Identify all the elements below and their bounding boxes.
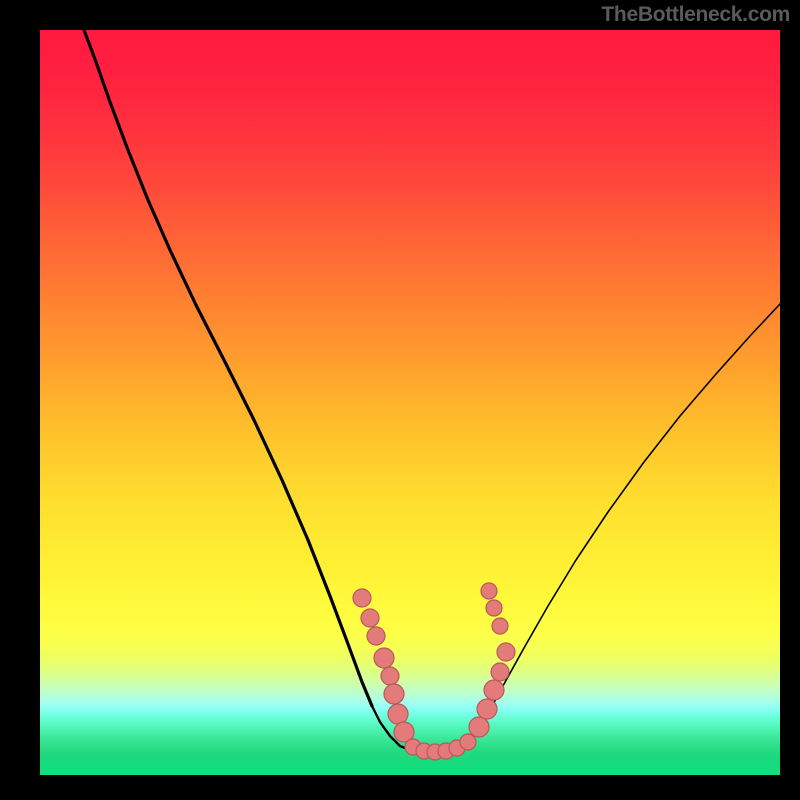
chart-svg xyxy=(0,0,800,800)
bead-right xyxy=(486,600,502,616)
bead-left xyxy=(353,589,371,607)
bead-right xyxy=(492,618,508,634)
bead-left xyxy=(388,704,408,724)
bead-right xyxy=(477,699,497,719)
chart-root: TheBottleneck.com xyxy=(0,0,800,800)
bead-bottom xyxy=(460,734,476,750)
bead-left xyxy=(384,684,404,704)
bead-right xyxy=(484,680,504,700)
plot-area xyxy=(40,30,780,775)
watermark-label: TheBottleneck.com xyxy=(601,3,790,27)
bead-right xyxy=(469,717,489,737)
bead-left xyxy=(374,648,394,668)
bead-left xyxy=(367,627,385,645)
bead-left xyxy=(381,667,399,685)
bead-right xyxy=(491,663,509,681)
bead-right xyxy=(481,583,497,599)
bead-left xyxy=(361,609,379,627)
bead-right xyxy=(497,643,515,661)
